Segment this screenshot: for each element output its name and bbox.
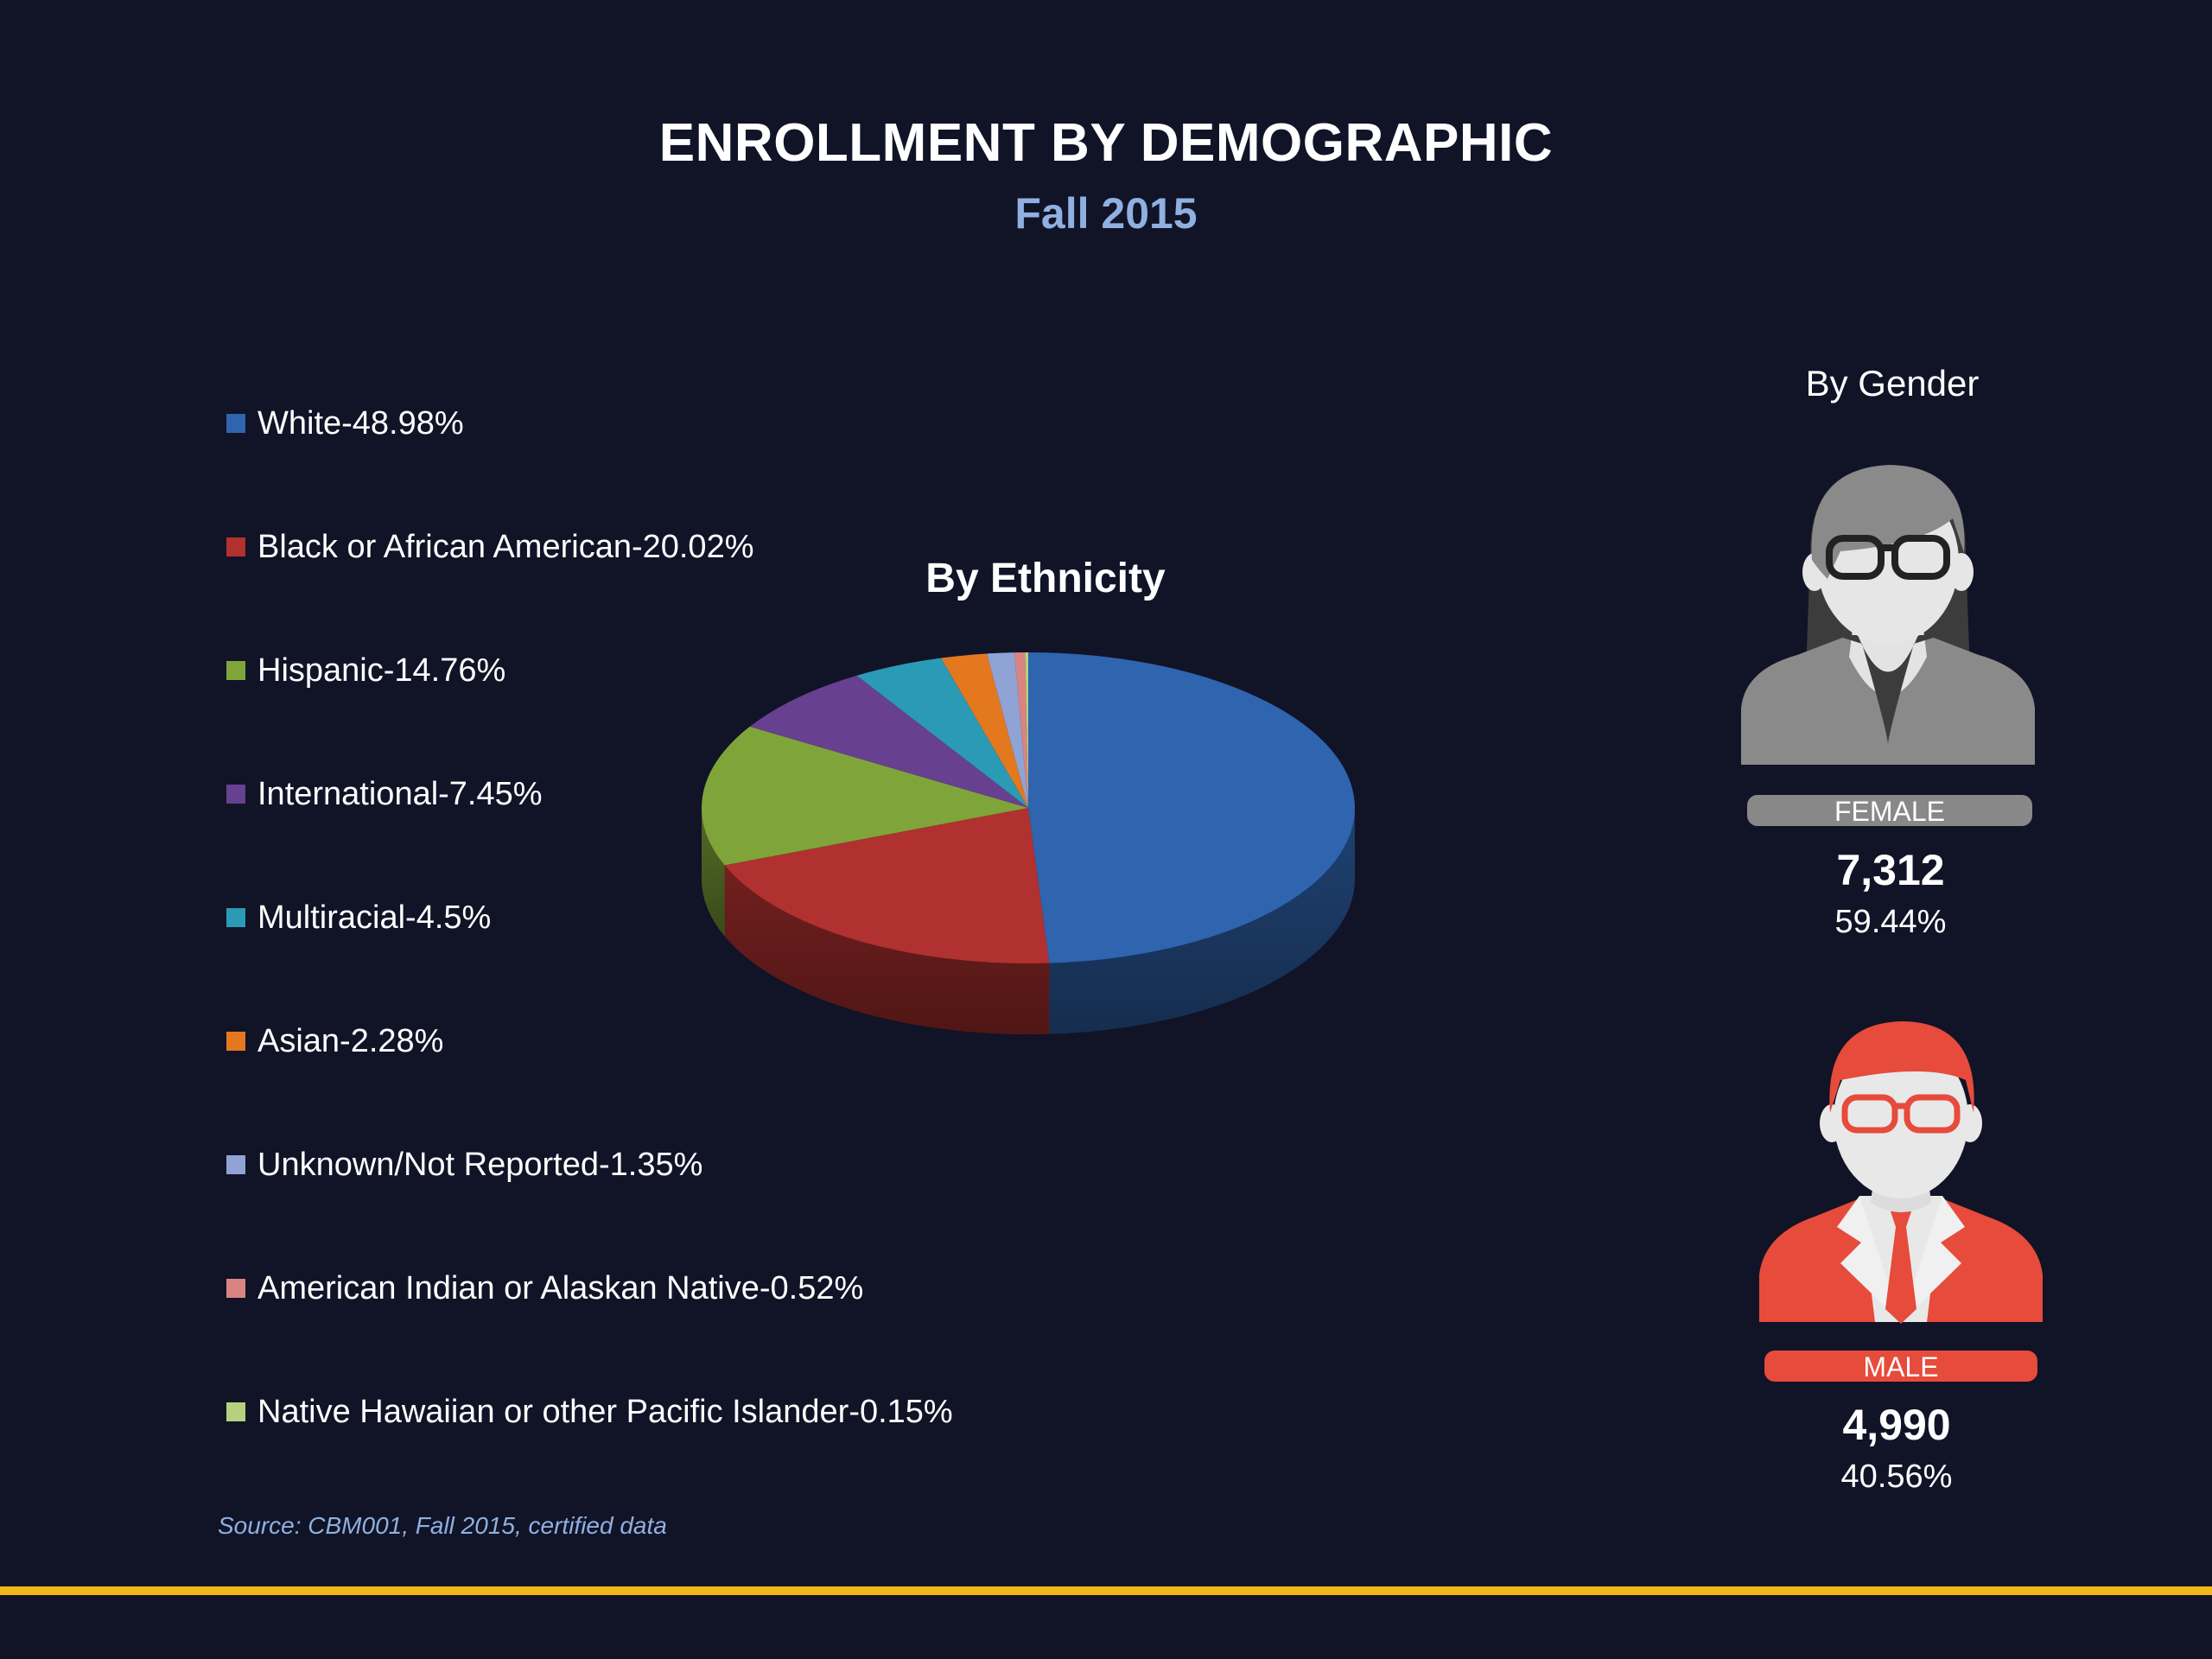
source-note: Source: CBM001, Fall 2015, certified dat… bbox=[218, 1512, 667, 1539]
pie-slice bbox=[1028, 652, 1356, 963]
pie-sides bbox=[702, 808, 1355, 1034]
legend-swatch bbox=[226, 785, 245, 804]
legend-swatch bbox=[226, 661, 245, 680]
legend-item: White-48.98% bbox=[226, 397, 464, 449]
ethnicity-pie-chart bbox=[702, 652, 1356, 1034]
pie-chart-title: By Ethnicity bbox=[925, 556, 1166, 601]
legend-label: Native Hawaiian or other Pacific Islande… bbox=[257, 1393, 953, 1430]
legend-item: Asian-2.28% bbox=[226, 1015, 443, 1067]
pie-slice bbox=[941, 653, 1028, 808]
legend-swatch bbox=[226, 1155, 245, 1174]
pie-slice bbox=[1014, 652, 1028, 808]
legend-label: Hispanic-14.76% bbox=[257, 652, 506, 689]
page-title: ENROLLMENT BY DEMOGRAPHIC bbox=[658, 113, 1554, 173]
legend-swatch bbox=[226, 1032, 245, 1051]
legend-swatch bbox=[226, 1279, 245, 1298]
female-label-bar: FEMALE bbox=[1747, 795, 2032, 827]
legend-swatch bbox=[226, 908, 245, 927]
male-label-bar: MALE bbox=[1764, 1351, 2037, 1382]
legend-label: American Indian or Alaskan Native-0.52% bbox=[257, 1269, 864, 1306]
pie-slice bbox=[856, 658, 1028, 808]
legend-item: American Indian or Alaskan Native-0.52% bbox=[226, 1262, 863, 1314]
female-percent: 59.44% bbox=[1834, 904, 1947, 940]
female-avatar-icon bbox=[1741, 465, 2035, 765]
pie-slice bbox=[724, 808, 1050, 963]
gender-title: By Gender bbox=[1805, 363, 1980, 404]
pie-slice-side-shade bbox=[724, 865, 1050, 1034]
footer-accent-line bbox=[0, 1586, 2212, 1595]
legend-label: Black or African American-20.02% bbox=[257, 528, 754, 565]
legend-label: Unknown/Not Reported-1.35% bbox=[257, 1146, 703, 1183]
legend-swatch bbox=[226, 1402, 245, 1421]
legend-item: Unknown/Not Reported-1.35% bbox=[226, 1139, 702, 1191]
pie-slice bbox=[987, 652, 1028, 808]
legend-label: Multiracial-4.5% bbox=[257, 899, 492, 936]
pie-slice-side-shade bbox=[1049, 808, 1355, 1034]
legend-item: Native Hawaiian or other Pacific Islande… bbox=[226, 1386, 953, 1438]
page-subtitle: Fall 2015 bbox=[1014, 189, 1198, 238]
pie-slice bbox=[749, 675, 1028, 808]
legend-swatch bbox=[226, 414, 245, 433]
legend-item: Hispanic-14.76% bbox=[226, 645, 505, 696]
legend-item: Multiracial-4.5% bbox=[226, 892, 491, 944]
pie-slice bbox=[1025, 652, 1028, 808]
male-avatar-icon bbox=[1759, 1021, 2043, 1324]
pie-slice bbox=[702, 726, 1028, 866]
male-percent: 40.56% bbox=[1840, 1459, 1953, 1495]
legend-label: White-48.98% bbox=[257, 404, 464, 442]
pie-slice-side-shade bbox=[702, 808, 725, 937]
legend-item: International-7.45% bbox=[226, 768, 543, 820]
pie-slices bbox=[702, 652, 1356, 963]
female-count: 7,312 bbox=[1836, 846, 1945, 894]
legend-swatch bbox=[226, 537, 245, 556]
male-count: 4,990 bbox=[1842, 1401, 1951, 1449]
legend-label: International-7.45% bbox=[257, 775, 543, 812]
legend-label: Asian-2.28% bbox=[257, 1022, 444, 1059]
legend-item: Black or African American-20.02% bbox=[226, 521, 754, 573]
